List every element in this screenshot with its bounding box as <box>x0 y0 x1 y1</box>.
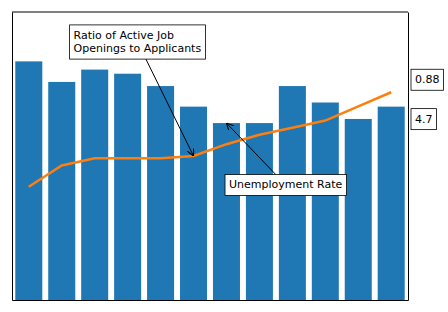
annotation-text: 4.7 <box>415 113 433 126</box>
y2-axis <box>408 13 409 301</box>
y-axis <box>12 13 13 301</box>
chart: Ratio of Active JobOpenings to Applicant… <box>0 0 448 312</box>
plot-area <box>15 61 404 300</box>
bar <box>378 107 405 300</box>
bar <box>246 123 273 300</box>
annotation: 4.7 <box>411 109 437 130</box>
annotations: Ratio of Active JobOpenings to Applicant… <box>70 25 444 196</box>
annotation-line: 4.7 <box>415 113 433 126</box>
annotation-text: 0.88 <box>415 73 440 86</box>
line <box>29 92 391 186</box>
annotation-box <box>411 69 444 90</box>
bar <box>114 74 141 300</box>
annotation-line: 0.88 <box>415 73 440 86</box>
plot-frame-top <box>12 12 408 13</box>
annotation-text: Ratio of Active JobOpenings to Applicant… <box>74 29 202 55</box>
bar <box>312 103 339 300</box>
annotation-box <box>411 109 437 130</box>
annotation-box <box>225 175 347 196</box>
annotation: Unemployment Rate <box>225 123 347 195</box>
annotation-line: Unemployment Rate <box>229 178 343 191</box>
bar <box>213 123 240 300</box>
bar <box>81 70 108 300</box>
annotation: 0.88 <box>411 69 444 90</box>
annotation-line: Openings to Applicants <box>74 42 202 55</box>
bar <box>48 82 75 300</box>
annotation-line: Ratio of Active Job <box>74 29 174 42</box>
annotation-text: Unemployment Rate <box>229 178 343 191</box>
annotation-box <box>70 25 206 59</box>
annotation: Ratio of Active JobOpenings to Applicant… <box>70 25 206 156</box>
axis-line <box>13 300 409 301</box>
bar <box>345 119 372 300</box>
axis-line <box>408 13 409 301</box>
x-axis <box>13 300 409 301</box>
axis-line <box>12 13 13 301</box>
bar-series <box>15 61 404 300</box>
bar <box>147 86 174 300</box>
